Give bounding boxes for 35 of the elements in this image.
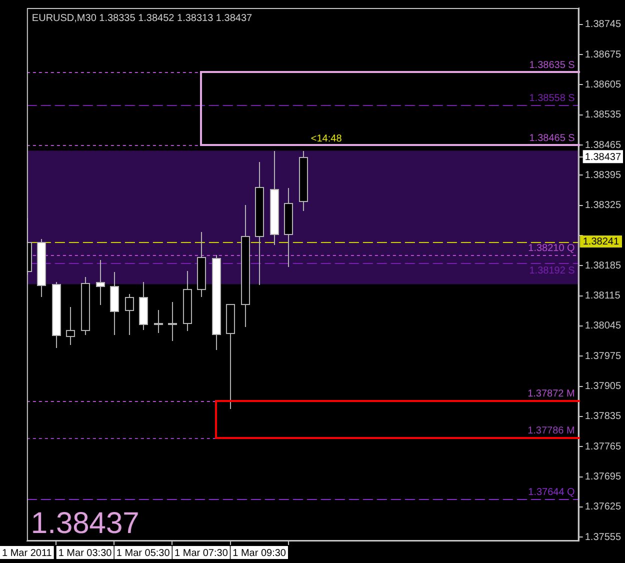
ref-line-label: 1.37872 M: [528, 388, 575, 400]
y-tick-label: 1.37905: [584, 381, 622, 392]
y-tick-label: 1.37625: [584, 502, 622, 513]
x-tick-label: 1 Mar 2011: [2, 548, 52, 559]
x-tick-label: 1 Mar 07:30: [174, 548, 228, 559]
ref-line-label: 1.37786 M: [528, 426, 575, 437]
y-tick-label: 1.38325: [584, 200, 622, 212]
y-tick-label: 1.38437: [584, 152, 622, 163]
text: EURUSD,M30 1.38335 1.38452 1.38313 1.38437: [32, 13, 253, 24]
ref-line-label: 1.38635 S: [529, 60, 576, 71]
y-tick-label: 1.38605: [584, 79, 622, 90]
ref-line-label: 1.38241: [582, 236, 620, 248]
x-tick-label: 1 Mar 05:30: [116, 548, 170, 559]
ref-line-label: 1.38192 S: [529, 266, 576, 277]
y-tick-label: 1.37975: [584, 350, 622, 362]
ref-line-label: 1.37644 Q: [528, 486, 576, 498]
x-tick-label: 1 Mar 09:30: [232, 548, 286, 559]
ref-line-label: 1.38465 S: [529, 133, 576, 144]
y-tick-label: 1.38675: [584, 49, 622, 60]
y-tick-label: 1.37695: [584, 472, 622, 483]
y-tick-label: 1.38535: [584, 110, 622, 121]
ref-line-label: 1.38558 S: [529, 92, 576, 104]
ref-line-label: 1.38210 Q: [528, 242, 576, 254]
y-tick-label: 1.37765: [584, 441, 622, 452]
y-tick-label: 1.38115: [584, 290, 621, 302]
y-tick-label: 1.37555: [584, 532, 622, 543]
y-tick-label: 1.38465: [584, 140, 622, 151]
y-tick-label: 1.38395: [584, 170, 622, 181]
annotation: 1.38437: [30, 507, 140, 540]
y-tick-label: 1.38185: [584, 260, 622, 272]
y-tick-label: 1.38745: [584, 19, 622, 30]
annotation: <14:48: [310, 134, 342, 145]
y-tick-label: 1.38045: [584, 320, 622, 332]
y-tick-label: 1.37835: [584, 411, 622, 422]
x-tick-label: 1 Mar 03:30: [58, 548, 112, 559]
